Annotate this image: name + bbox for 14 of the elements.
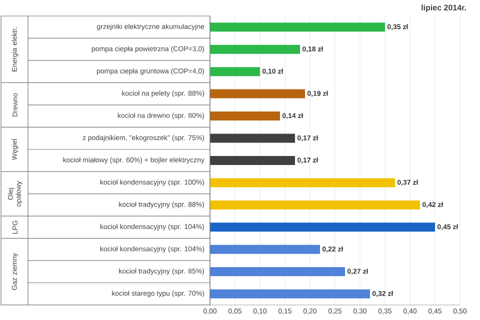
- bar: [210, 89, 305, 98]
- bar: [210, 267, 345, 276]
- bar: [210, 67, 260, 76]
- bar: [210, 112, 280, 121]
- bar: [210, 244, 320, 254]
- bar: [210, 200, 420, 210]
- bar: [210, 44, 300, 54]
- bar: [210, 289, 370, 298]
- chart-title: lipiec 2014r.: [422, 4, 466, 12]
- bar: [210, 178, 395, 188]
- bar: [210, 222, 435, 232]
- bar: [210, 134, 295, 143]
- bar: [210, 22, 385, 32]
- bar: [210, 156, 295, 165]
